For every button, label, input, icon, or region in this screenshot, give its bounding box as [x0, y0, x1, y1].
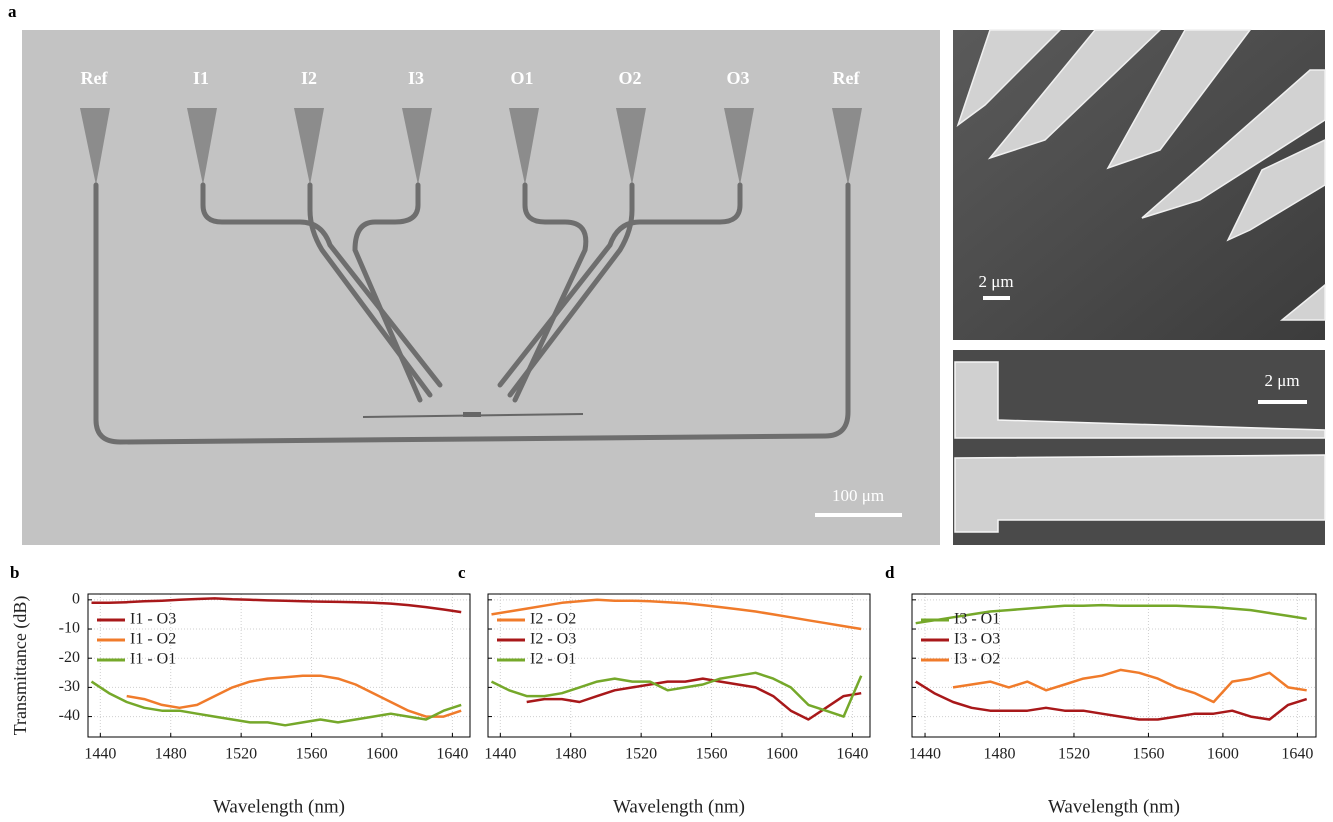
series-line	[526, 677, 862, 721]
series-line	[491, 598, 862, 631]
legend-label: I2 - O1	[530, 651, 576, 668]
x-tick-label: 1440	[484, 746, 516, 763]
x-tick-label: 1640	[836, 746, 868, 763]
port-label: I2	[301, 68, 317, 88]
x-tick-label: 1560	[1132, 746, 1164, 763]
x-tick-label: 1560	[296, 746, 328, 763]
axes-frame	[911, 593, 1317, 738]
legend-label: I1 - O1	[130, 651, 176, 668]
series-line	[90, 680, 462, 727]
y-tick-label: -40	[59, 707, 80, 724]
x-tick-label: 1600	[1207, 746, 1239, 763]
x-axis-label: Wavelength (nm)	[1048, 796, 1180, 817]
x-tick-label: 1640	[436, 746, 468, 763]
waveguide-sem	[954, 361, 1326, 533]
legend-label: I3 - O3	[954, 631, 1000, 648]
x-tick-label: 1520	[625, 746, 657, 763]
x-tick-label: 1440	[84, 746, 116, 763]
panel-label: b	[10, 563, 19, 582]
panel-label: c	[458, 563, 466, 582]
scale-label: 100 μm	[832, 486, 884, 505]
x-tick-label: 1560	[696, 746, 728, 763]
x-axis-label: Wavelength (nm)	[613, 796, 745, 817]
x-tick-label: 1520	[225, 746, 257, 763]
y-axis-label: Transmittance (dB)	[10, 596, 31, 736]
waveguides	[80, 108, 862, 445]
micrograph	[22, 30, 940, 545]
x-axis-label: Wavelength (nm)	[213, 796, 345, 817]
series-line	[952, 668, 1307, 704]
panel-label: d	[885, 563, 895, 582]
port-label: O2	[618, 68, 641, 88]
series-line	[91, 597, 462, 614]
x-tick-label: 1480	[555, 746, 587, 763]
legend-label: I3 - O2	[954, 651, 1000, 668]
x-tick-label: 1600	[766, 746, 798, 763]
series-line	[915, 603, 1307, 625]
series-line	[915, 680, 1308, 721]
plot-area	[488, 594, 870, 737]
plot-area	[88, 594, 470, 737]
panel-label: a	[8, 2, 17, 21]
x-tick-label: 1480	[984, 746, 1016, 763]
scale-bar	[983, 296, 1010, 300]
tapers	[956, 29, 1326, 321]
axes-frame	[87, 593, 471, 738]
scale-bar	[1258, 400, 1307, 404]
plot-area	[912, 594, 1316, 737]
legend-label: I2 - O3	[530, 631, 576, 648]
port-label: Ref	[833, 68, 861, 88]
axes-frame	[487, 593, 871, 738]
x-tick-label: 1600	[366, 746, 398, 763]
scale-label: 2 μm	[1264, 371, 1299, 390]
scale-bar	[815, 513, 902, 517]
y-tick-label: -10	[59, 620, 80, 637]
legend-label: I3 - O1	[954, 611, 1000, 628]
port-label: I3	[408, 68, 424, 88]
port-label: Ref	[81, 68, 109, 88]
series-line	[126, 674, 462, 718]
legend-label: I1 - O3	[130, 611, 176, 628]
x-tick-label: 1520	[1058, 746, 1090, 763]
legend-label: I2 - O2	[530, 611, 576, 628]
port-label: I1	[193, 68, 209, 88]
series-line	[490, 671, 863, 718]
y-tick-label: -30	[59, 678, 80, 695]
port-label: O3	[726, 68, 749, 88]
x-tick-label: 1640	[1281, 746, 1313, 763]
x-tick-label: 1440	[909, 746, 941, 763]
x-tick-label: 1480	[155, 746, 187, 763]
scale-label: 2 μm	[978, 272, 1013, 291]
port-label: O1	[510, 68, 533, 88]
y-tick-label: -20	[59, 649, 80, 666]
y-tick-label: 0	[72, 591, 80, 608]
legend-label: I1 - O2	[130, 631, 176, 648]
